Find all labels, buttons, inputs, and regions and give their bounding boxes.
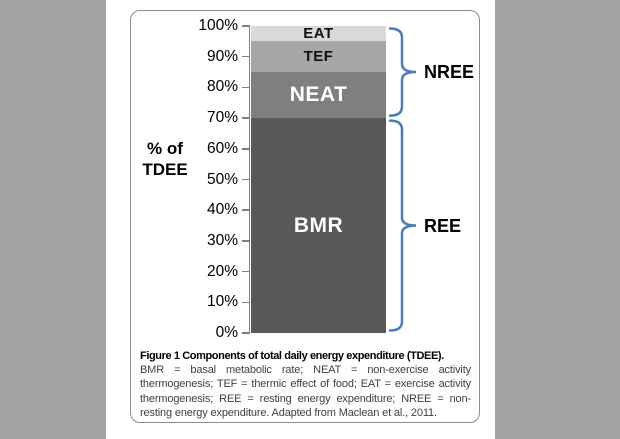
bar-segment-label-bmr: BMR xyxy=(293,213,344,237)
y-axis-tick xyxy=(242,117,250,119)
y-axis-tick xyxy=(242,332,250,334)
y-axis-tick xyxy=(242,148,250,150)
brace-label-ree: REE xyxy=(424,215,462,236)
y-axis-tick xyxy=(242,55,250,58)
y-axis-tick xyxy=(242,209,250,211)
y-axis-tick xyxy=(242,240,250,242)
bar-segment-label-tef: TEF xyxy=(303,48,334,66)
y-axis-title-line1: % of xyxy=(147,139,183,158)
bar-segment-bmr: BMR xyxy=(251,118,386,333)
y-axis-tick-label: 30% xyxy=(206,231,238,249)
brace-label-nree: NREE xyxy=(424,62,475,83)
caption-body: BMR = basal metabolic rate; NEAT = non-e… xyxy=(140,364,471,419)
y-axis-tick-label: 60% xyxy=(206,139,238,157)
bar-segment-label-neat: NEAT xyxy=(289,83,348,107)
bar-segment-label-eat: EAT xyxy=(303,25,334,43)
y-axis-tick-label: 80% xyxy=(206,78,238,96)
brace-nree xyxy=(388,27,417,117)
y-axis-tick-label: 40% xyxy=(206,201,238,219)
bar-segment-eat: EAT xyxy=(251,25,386,43)
caption-title: Figure 1 Components of total daily energ… xyxy=(140,350,444,362)
y-axis-tick-label: 50% xyxy=(206,170,238,188)
y-axis-tick xyxy=(242,25,250,27)
y-axis-title-line2: TDEE xyxy=(142,160,188,179)
y-axis-title: % of TDEE xyxy=(136,138,194,180)
y-axis-tick xyxy=(242,301,250,304)
bar-segment-tef: TEF xyxy=(251,41,386,73)
y-axis-tick xyxy=(242,178,250,181)
y-axis-tick-label: 70% xyxy=(206,109,238,127)
y-axis-tick-label: 0% xyxy=(215,324,238,341)
y-axis-tick-label: 90% xyxy=(206,47,238,65)
brace-ree xyxy=(388,119,417,332)
y-axis-tick-label: 100% xyxy=(198,17,238,34)
y-axis-tick xyxy=(242,270,250,273)
y-axis-tick-label: 20% xyxy=(206,262,238,280)
figure-caption: Figure 1 Components of total daily energ… xyxy=(140,349,471,420)
bar-segment-neat: NEAT xyxy=(251,72,386,119)
y-axis-tick-label: 10% xyxy=(206,293,238,311)
y-axis-tick xyxy=(242,86,250,89)
